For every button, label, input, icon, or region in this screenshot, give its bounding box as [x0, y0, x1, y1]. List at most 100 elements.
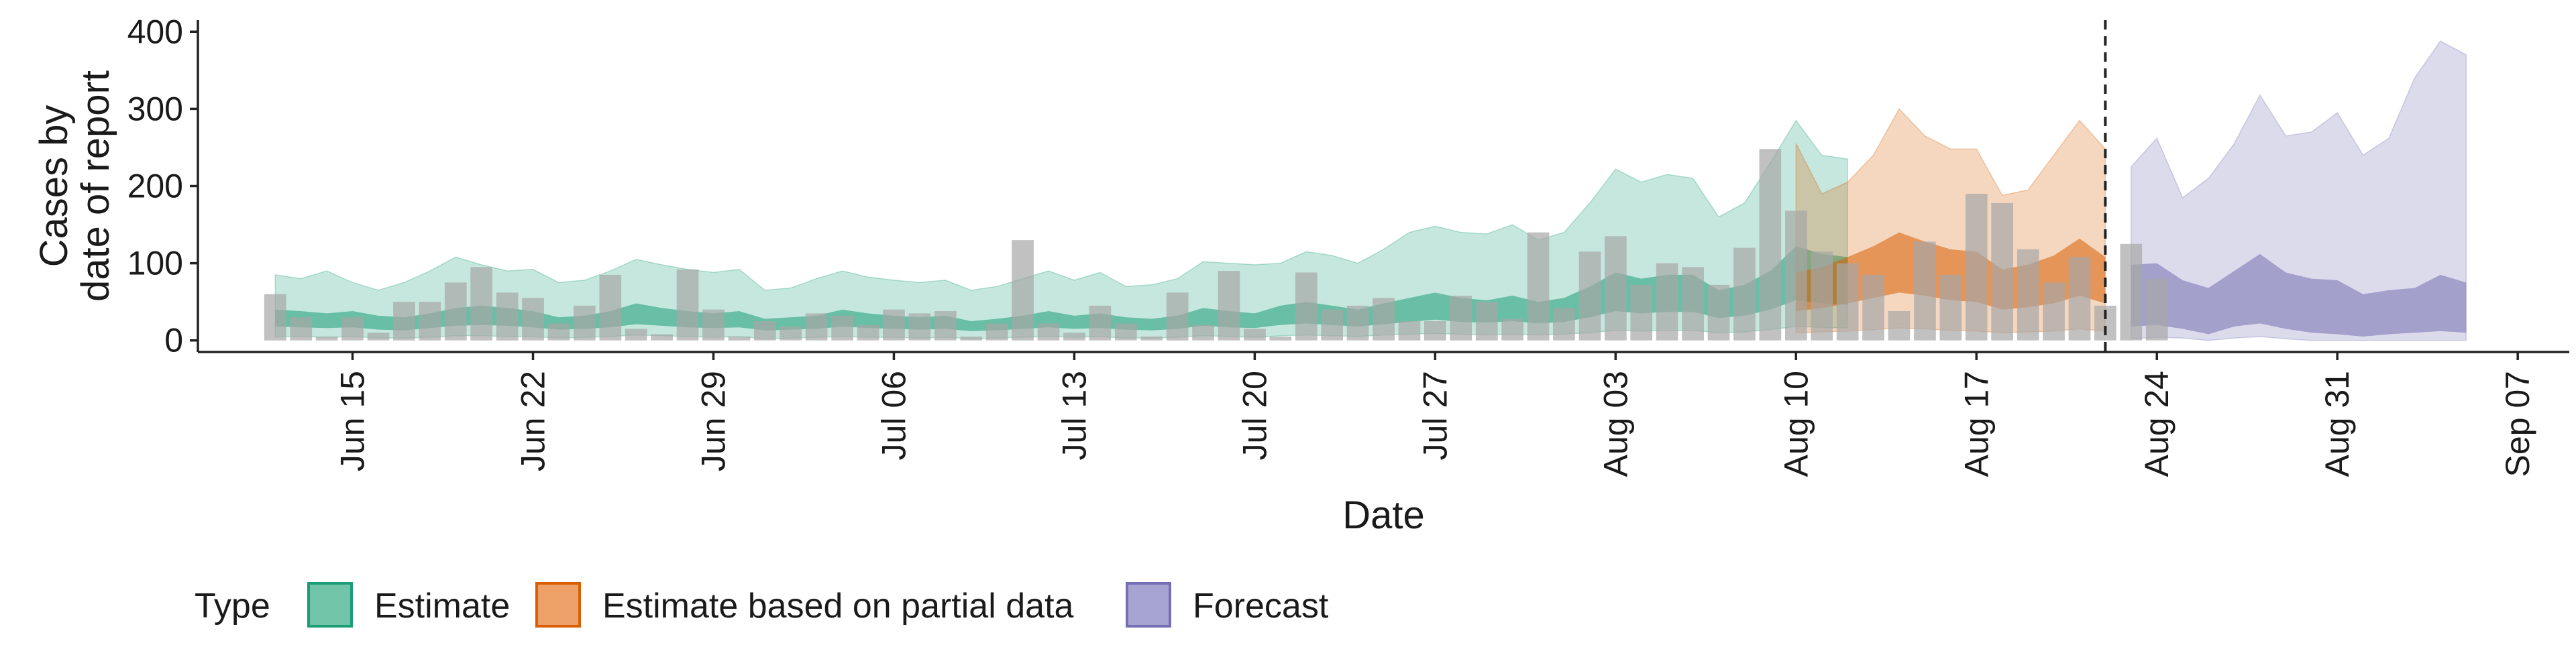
bar-45 [1424, 321, 1446, 341]
bar-35 [1166, 292, 1189, 341]
legend-label-0: Estimate [374, 587, 510, 626]
x-tick-label-1: Jun 22 [515, 371, 552, 471]
bar-38 [1244, 329, 1266, 341]
bar-67 [1991, 202, 2013, 341]
bars-layer [264, 149, 2168, 341]
bar-58 [1759, 149, 1782, 341]
axes-layer: 0 100 200 300 400 Jun 15 Jun 22 Jun 29 Jul 06 Jul… [32, 13, 2569, 537]
bar-39 [1269, 337, 1292, 341]
y-axis-title-line-1: date of report [74, 70, 117, 302]
band-outer-2 [2131, 40, 2467, 341]
bar-56 [1707, 284, 1730, 341]
bar-52 [1605, 236, 1627, 341]
bar-65 [1939, 274, 1962, 341]
bar-61 [1836, 263, 1859, 341]
bar-10 [522, 298, 544, 341]
legend-label-1: Estimate based on partial data [602, 587, 1074, 626]
bar-7 [444, 282, 467, 341]
bar-73 [2145, 278, 2168, 341]
band-inner-2 [2131, 253, 2467, 337]
bar-9 [496, 292, 519, 341]
bar-12 [574, 305, 596, 341]
bar-11 [547, 323, 570, 341]
bar-27 [960, 337, 983, 341]
bar-34 [1140, 337, 1163, 341]
bar-8 [470, 267, 492, 341]
legend-title: Type [195, 587, 270, 626]
bar-62 [1862, 274, 1884, 341]
bar-50 [1553, 308, 1575, 341]
x-tick-label-6: Jul 27 [1416, 371, 1454, 460]
bar-2 [315, 337, 338, 341]
y-axis-title-line-0: Cases by [32, 105, 76, 268]
bar-31 [1063, 333, 1085, 341]
bar-14 [625, 329, 647, 341]
bar-16 [676, 269, 699, 341]
y-tick-label-0: 0 [164, 322, 183, 359]
bar-26 [934, 311, 957, 341]
bar-57 [1733, 247, 1756, 341]
bar-55 [1682, 267, 1704, 341]
bar-23 [857, 325, 879, 341]
bar-51 [1578, 251, 1601, 341]
x-tick-label-2: Jun 29 [694, 371, 732, 471]
x-tick-label-8: Aug 10 [1777, 371, 1815, 477]
bar-28 [985, 323, 1008, 341]
y-tick-label-100: 100 [127, 245, 183, 282]
bar-40 [1295, 272, 1318, 341]
bar-18 [728, 337, 751, 341]
bar-3 [341, 317, 364, 341]
x-tick-label-4: Jul 13 [1055, 371, 1093, 460]
legend-label-2: Forecast [1193, 587, 1329, 626]
legend-swatch-1 [535, 582, 581, 628]
bar-17 [702, 309, 724, 341]
bar-20 [780, 327, 802, 341]
bar-13 [599, 274, 622, 341]
x-tick-label-5: Jul 20 [1236, 371, 1273, 460]
legend: Type Estimate Estimate based on partial da… [195, 582, 1329, 628]
x-axis-title: Date [1342, 493, 1425, 537]
x-tick-label-9: Aug 17 [1957, 371, 1995, 477]
bar-0 [264, 294, 286, 341]
bar-15 [651, 334, 673, 341]
bar-60 [1811, 251, 1833, 341]
x-tick-label-7: Aug 03 [1597, 371, 1634, 477]
bar-54 [1656, 263, 1678, 341]
bar-66 [1965, 194, 1988, 341]
bar-47 [1475, 302, 1498, 341]
bar-70 [2068, 257, 2091, 341]
bar-68 [2017, 249, 2039, 341]
legend-swatch-2 [1126, 582, 1171, 628]
x-tick-label-11: Aug 31 [2318, 371, 2356, 477]
bar-5 [393, 302, 415, 341]
x-tick-label-10: Aug 24 [2138, 371, 2176, 477]
bar-6 [419, 302, 441, 341]
y-tick-label-400: 400 [127, 13, 183, 50]
bar-72 [2120, 243, 2143, 341]
bar-59 [1785, 211, 1807, 341]
bar-64 [1914, 241, 1936, 341]
legend-swatch-0 [307, 582, 353, 628]
bar-33 [1114, 323, 1137, 341]
bar-43 [1373, 298, 1395, 341]
bar-29 [1012, 240, 1034, 341]
bar-49 [1527, 232, 1550, 341]
bar-32 [1089, 305, 1112, 341]
bar-53 [1630, 284, 1653, 341]
y-axis-title: Cases bydate of report [32, 70, 117, 302]
bar-48 [1501, 318, 1523, 341]
x-tick-label-0: Jun 15 [334, 371, 372, 471]
x-tick-label-3: Jul 06 [875, 371, 912, 460]
bar-19 [754, 321, 776, 341]
x-tick-label-12: Sep 07 [2499, 371, 2536, 477]
bar-63 [1888, 311, 1911, 341]
bar-24 [883, 309, 905, 341]
bar-25 [908, 313, 931, 341]
bar-41 [1321, 309, 1343, 341]
bar-46 [1450, 296, 1472, 341]
bar-36 [1192, 325, 1214, 341]
bar-4 [367, 333, 390, 341]
y-tick-label-200: 200 [127, 168, 183, 205]
